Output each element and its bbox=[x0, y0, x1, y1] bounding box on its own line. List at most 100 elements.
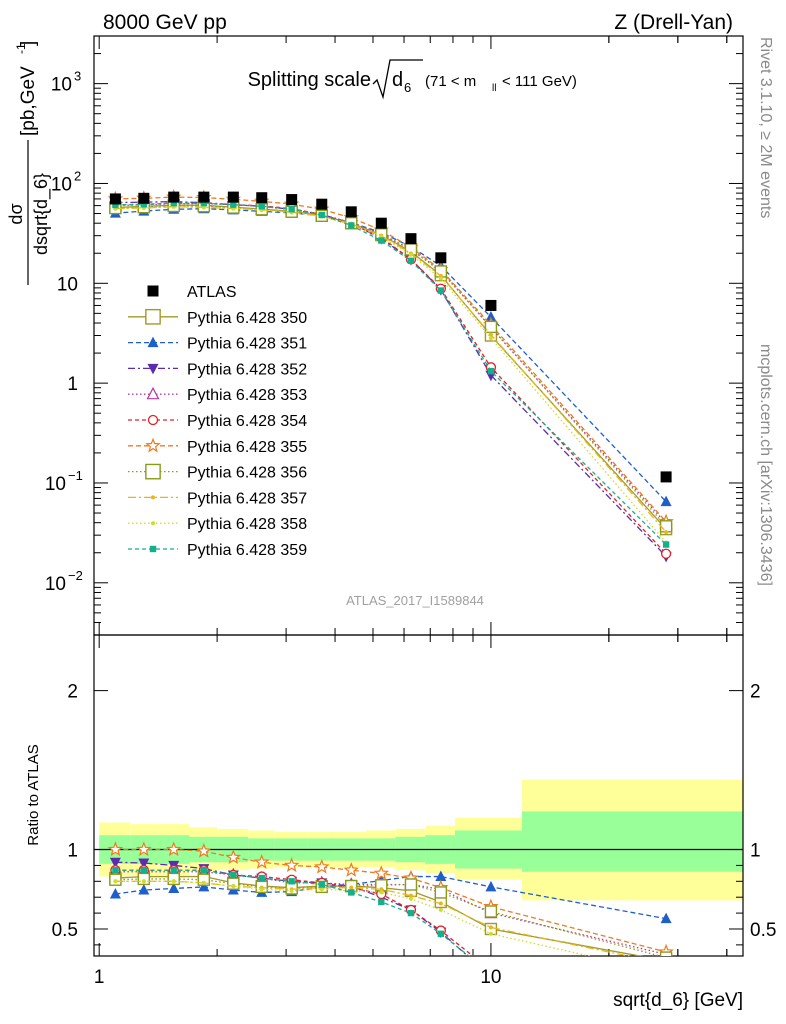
data-marker bbox=[198, 880, 210, 892]
data-marker bbox=[660, 912, 672, 924]
data-marker bbox=[170, 866, 177, 874]
data-marker bbox=[438, 276, 443, 281]
data-marker bbox=[258, 203, 265, 210]
data-marker bbox=[151, 495, 155, 500]
y-tick-base: 10 bbox=[45, 574, 66, 595]
legend-label: Pythia 6.428 359 bbox=[187, 542, 307, 559]
data-marker bbox=[166, 841, 182, 857]
data-marker bbox=[437, 930, 445, 937]
data-marker bbox=[438, 907, 443, 912]
data-marker bbox=[198, 191, 210, 203]
data-marker bbox=[659, 951, 673, 956]
legend-entry: Pythia 6.428 357 bbox=[128, 490, 307, 507]
data-marker bbox=[348, 222, 355, 229]
data-marker bbox=[225, 849, 242, 865]
data-marker bbox=[135, 841, 152, 857]
data-marker bbox=[375, 217, 387, 229]
data-marker bbox=[138, 884, 150, 895]
data-marker bbox=[227, 877, 240, 890]
side-label-source: mcplots.cern.ch [arXiv:1306.3436] bbox=[757, 344, 774, 586]
legend-entry: Pythia 6.428 351 bbox=[128, 336, 307, 353]
y-axis-label-bottom: Ratio to ATLAS bbox=[25, 744, 42, 845]
data-marker bbox=[488, 336, 493, 341]
series-10 bbox=[112, 199, 670, 548]
y-label-exp: -1 bbox=[14, 43, 28, 54]
data-marker bbox=[343, 862, 359, 877]
data-marker bbox=[435, 252, 447, 264]
data-marker bbox=[138, 858, 150, 870]
data-marker bbox=[487, 367, 495, 375]
data-marker bbox=[168, 882, 180, 893]
data-marker bbox=[404, 878, 418, 891]
data-marker bbox=[227, 191, 239, 203]
data-marker bbox=[145, 437, 161, 453]
legend-entry: Pythia 6.428 350 bbox=[128, 308, 307, 327]
data-marker bbox=[485, 311, 497, 322]
legend-entry: Pythia 6.428 356 bbox=[128, 463, 307, 482]
data-marker bbox=[146, 386, 160, 400]
ratio-line bbox=[115, 875, 667, 920]
chart-title-cut: (71 < m bbox=[425, 73, 476, 90]
data-marker bbox=[373, 865, 390, 880]
data-marker bbox=[662, 541, 670, 548]
data-marker bbox=[348, 889, 355, 896]
data-marker bbox=[318, 881, 325, 888]
legend-label: Pythia 6.428 355 bbox=[187, 439, 307, 456]
legend-label: Pythia 6.428 354 bbox=[187, 413, 307, 430]
ratio-line bbox=[115, 880, 632, 956]
y-label-close: ] bbox=[18, 41, 39, 46]
legend-entry: Pythia 6.428 359 bbox=[128, 542, 307, 559]
data-marker bbox=[230, 201, 237, 208]
data-marker bbox=[288, 878, 295, 885]
x-axis-label: sqrt{d_6} [GeV] bbox=[613, 990, 743, 1011]
data-marker bbox=[107, 841, 124, 857]
y-tick-label-top: 1 bbox=[67, 374, 78, 395]
y-tick-base: 10 bbox=[57, 274, 78, 295]
data-marker bbox=[660, 495, 672, 507]
data-marker bbox=[661, 979, 672, 990]
data-marker bbox=[286, 194, 298, 206]
y-tick-label-top: 10 −1 bbox=[45, 468, 83, 495]
header-right: Z (Drell-Yan) bbox=[614, 11, 733, 34]
data-marker bbox=[254, 854, 270, 869]
y-tick-label-top: 10 3 bbox=[51, 69, 81, 96]
data-marker bbox=[663, 972, 669, 978]
data-marker bbox=[660, 548, 672, 559]
data-marker bbox=[109, 857, 121, 869]
legend-entry: Pythia 6.428 358 bbox=[128, 516, 307, 533]
data-marker bbox=[138, 192, 150, 204]
series-2 bbox=[109, 202, 672, 507]
data-marker bbox=[484, 905, 498, 918]
y-tick-base: 1 bbox=[67, 374, 78, 395]
y-tick-label-top: 10 −2 bbox=[45, 568, 83, 595]
legend-label: Pythia 6.428 358 bbox=[187, 516, 307, 533]
data-marker bbox=[378, 237, 385, 244]
chart-title-var: d bbox=[392, 69, 403, 91]
data-marker bbox=[109, 888, 121, 899]
data-marker bbox=[259, 887, 264, 892]
y-tick-base: 10 bbox=[45, 474, 66, 495]
side-label-version: Rivet 3.1.10, ≥ 2M events bbox=[757, 37, 774, 218]
legend-entry: ATLAS bbox=[147, 284, 237, 301]
chart-title-cut-end: < 111 GeV) bbox=[502, 73, 577, 90]
series-line bbox=[115, 208, 667, 503]
data-marker bbox=[434, 886, 448, 899]
series-line bbox=[115, 206, 667, 543]
data-marker bbox=[319, 887, 324, 892]
data-marker bbox=[349, 885, 354, 890]
y-tick-base: 10 bbox=[51, 75, 72, 96]
data-marker bbox=[408, 896, 413, 901]
data-marker bbox=[151, 521, 155, 526]
data-marker bbox=[147, 285, 159, 297]
legend-label: Pythia 6.428 350 bbox=[187, 310, 307, 327]
data-marker bbox=[149, 545, 157, 553]
band-inner bbox=[521, 811, 743, 872]
legend-label: Pythia 6.428 353 bbox=[187, 387, 307, 404]
data-marker bbox=[113, 879, 118, 884]
data-marker bbox=[345, 206, 357, 218]
y-axis-label-top: dσ dsqrt{d_6} [pb,GeV -1 ] bbox=[6, 41, 52, 285]
data-marker bbox=[488, 931, 493, 936]
series-atlas bbox=[109, 191, 672, 483]
bottom-panel-frame bbox=[93, 634, 744, 957]
